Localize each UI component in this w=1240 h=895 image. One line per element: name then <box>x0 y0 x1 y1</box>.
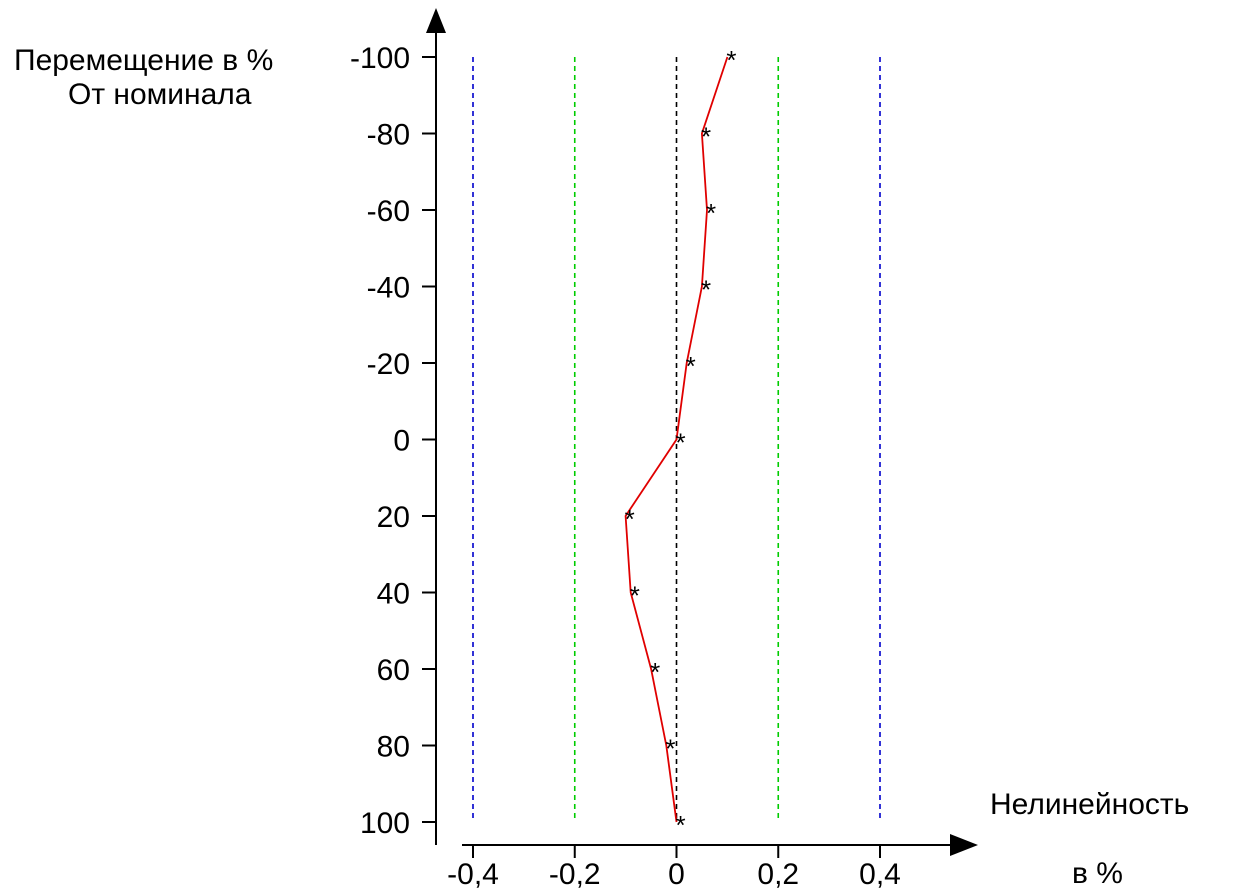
y-tick-label: 0 <box>393 425 410 458</box>
y-ticks: -100 -80 -60 -40 -20 0 20 40 60 80 100 <box>350 42 436 840</box>
y-tick-label: 60 <box>377 654 410 687</box>
y-tick-label: 80 <box>377 731 410 764</box>
x-tick-label: 0,2 <box>757 858 799 891</box>
y-axis-arrow <box>426 8 446 33</box>
x-tick-label: 0 <box>668 858 685 891</box>
y-tick-label: -20 <box>367 348 410 381</box>
y-axis-title-line1: Перемещение в % <box>14 44 273 77</box>
x-axis-title-line1: Нелинейность <box>990 788 1189 821</box>
x-tick-label: -0,2 <box>549 858 601 891</box>
x-axis-arrow <box>950 834 978 856</box>
y-tick-label: 40 <box>377 578 410 611</box>
x-tick-label: -0,4 <box>447 858 499 891</box>
axes <box>426 8 978 856</box>
y-tick-label: -100 <box>350 42 410 75</box>
data-point-marker: * <box>665 734 675 764</box>
y-axis-title-line2: От номинала <box>68 78 252 111</box>
data-point-marker: * <box>701 122 711 152</box>
y-tick-label: -80 <box>367 119 410 152</box>
data-point-marker: * <box>701 275 711 305</box>
y-tick-label: -60 <box>367 195 410 228</box>
data-point-marker: * <box>726 45 736 75</box>
data-point-marker: * <box>650 657 660 687</box>
data-point-marker: * <box>676 428 686 458</box>
y-tick-label: 20 <box>377 501 410 534</box>
data-point-marker: * <box>676 810 686 840</box>
data-point-marker: * <box>706 198 716 228</box>
y-tick-label: -40 <box>367 272 410 305</box>
series: * * * * * * * * * * * <box>625 45 737 840</box>
data-point-marker: * <box>625 504 635 534</box>
y-tick-label: 100 <box>360 807 410 840</box>
data-point-marker: * <box>686 351 696 381</box>
x-tick-label: 0,4 <box>859 858 901 891</box>
series-line <box>624 56 729 823</box>
data-point-marker: * <box>630 581 640 611</box>
x-ticks: -0,4 -0,2 0 0,2 0,4 <box>447 845 901 891</box>
x-axis-title-line2: в % <box>1072 857 1123 890</box>
